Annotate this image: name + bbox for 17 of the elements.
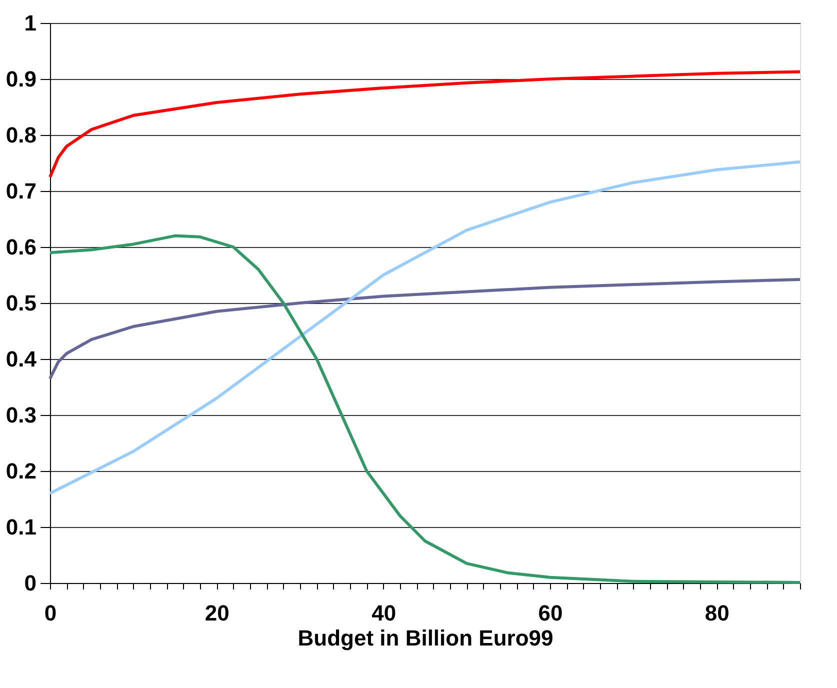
y-tick-label: 0.6 xyxy=(6,234,36,260)
y-tick-label: 0.5 xyxy=(6,290,36,316)
y-tick-label: 0.9 xyxy=(6,66,36,92)
y-tick-label: 0.1 xyxy=(6,514,36,540)
y-tick-label: 0.7 xyxy=(6,178,36,204)
y-tick-label: 0.4 xyxy=(6,346,38,372)
y-tick-label: 0.2 xyxy=(6,458,36,484)
x-tick-label: 0 xyxy=(44,600,57,626)
x-tick-label: 60 xyxy=(538,600,563,626)
x-axis-title: Budget in Billion Euro99 xyxy=(298,626,554,650)
x-tick-label: 80 xyxy=(704,600,730,626)
x-tick-label: 20 xyxy=(204,600,230,626)
y-tick-label: 0.8 xyxy=(6,122,36,148)
y-tick-label: 0 xyxy=(24,570,36,596)
x-tick-label: 40 xyxy=(372,600,396,626)
y-tick-label: 1 xyxy=(24,10,36,36)
y-tick-label: 0.3 xyxy=(6,402,36,428)
